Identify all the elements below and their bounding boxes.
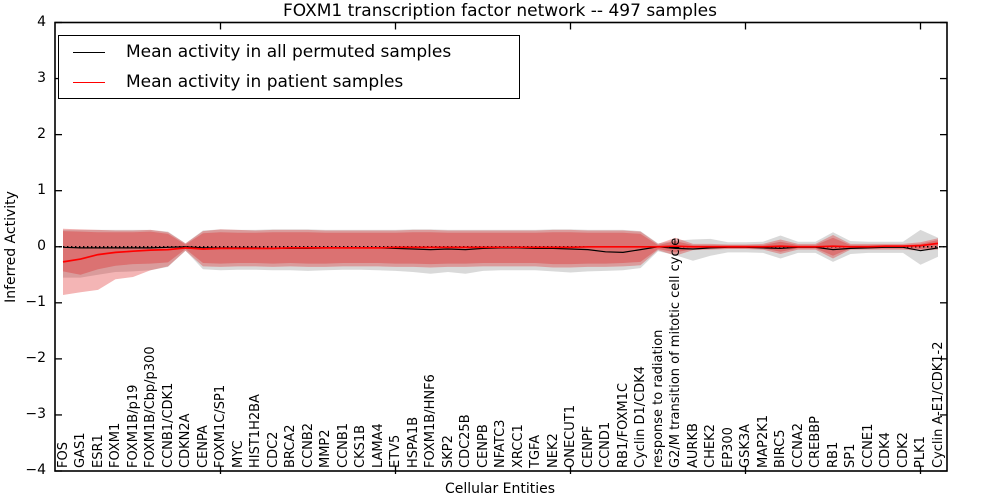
x-tick-label: Cyclin A-E1/CDK1-2 xyxy=(930,341,946,468)
legend-label-patient: Mean activity in patient samples xyxy=(126,72,404,92)
x-tick-label: SKP2 xyxy=(440,435,456,468)
x-tick-label: PLK1 xyxy=(913,436,928,468)
x-tick-label: TGFA xyxy=(528,434,543,468)
x-tick-label: CCNB1/CDK1 xyxy=(160,382,176,468)
x-tick-label: FOXM1B/p19 xyxy=(125,384,141,468)
line-patient-mean xyxy=(62,242,939,263)
x-tick-label: CCNB2 xyxy=(300,422,316,468)
x-tick-label: CENPF xyxy=(580,425,596,468)
y-tick-label: −3 xyxy=(25,405,46,422)
x-tick-label: ESR1 xyxy=(90,434,106,468)
legend-line-sample-red xyxy=(73,81,105,83)
legend-item-permuted: Mean activity in all permuted samples xyxy=(59,37,519,67)
x-tick-label: CCNA2 xyxy=(790,422,806,468)
x-tick-label: CCNB1 xyxy=(335,422,351,468)
x-tick-label: CDKN2A xyxy=(178,413,193,468)
x-tick-label: MMP2 xyxy=(318,429,333,468)
x-tick-label: RB1/FOXM1C xyxy=(615,383,631,468)
x-tick-label: EP300 xyxy=(720,427,736,468)
x-tick-label: CDC25B xyxy=(458,414,473,468)
x-tick-label: XRCC1 xyxy=(510,424,526,468)
x-tick-label: CREBBP xyxy=(808,416,823,468)
legend-label-permuted: Mean activity in all permuted samples xyxy=(126,42,452,62)
x-tick-label: HSPA1B xyxy=(405,416,421,468)
y-tick-label: 4 xyxy=(37,13,46,30)
y-tick-label: −4 xyxy=(25,462,46,478)
x-tick-label: CENPA xyxy=(195,425,211,468)
x-tick-label: SP1 xyxy=(843,443,858,468)
x-tick-label: FOXM1 xyxy=(108,422,123,468)
y-tick-label: −2 xyxy=(25,349,46,366)
x-tick-label: BRCA2 xyxy=(283,424,298,468)
x-tick-label: FOXM1B/HNF6 xyxy=(423,374,438,468)
chart-title: FOXM1 transcription factor network -- 49… xyxy=(283,1,717,21)
y-tick-label: 1 xyxy=(37,181,46,198)
y-tick-label: 0 xyxy=(37,237,46,254)
x-tick-label: RB1 xyxy=(825,441,841,468)
x-tick-label: LAMA4 xyxy=(370,423,386,468)
x-tick-label: GAS1 xyxy=(73,432,88,469)
x-tick-label: ONECUT1 xyxy=(563,405,578,468)
x-tick-label: AURKB xyxy=(685,423,701,468)
x-tick-label: CCND1 xyxy=(598,421,613,468)
legend-line-sample-black xyxy=(73,51,105,53)
x-tick-label: CDK2 xyxy=(895,432,911,468)
x-tick-label: Cyclin D1/CDK4 xyxy=(633,365,648,468)
x-tick-label: NEK2 xyxy=(545,433,561,468)
band-patient-samples-range-outer xyxy=(63,228,938,295)
x-tick-label: FOXM1B/Cbp/p300 xyxy=(143,346,158,468)
y-tick-label: −1 xyxy=(25,293,46,310)
x-axis-label: Cellular Entities xyxy=(444,481,556,497)
legend: Mean activity in all permuted samples Me… xyxy=(58,35,520,99)
x-tick-label: MYC xyxy=(230,440,246,468)
x-tick-label: HIST1H2BA xyxy=(248,394,263,468)
x-tick-label: GSK3A xyxy=(738,423,753,468)
x-tick-label: CDC2 xyxy=(265,431,281,468)
x-tick-label: CCNE1 xyxy=(860,423,876,468)
x-tick-label: ETV5 xyxy=(388,434,403,468)
y-tick-label: 2 xyxy=(37,125,46,142)
band-permuted-samples-range xyxy=(63,229,938,278)
y-tick-label: 3 xyxy=(37,69,46,86)
x-tick-label: response to radiation xyxy=(650,329,666,468)
x-tick-label: G2/M transition of mitotic cell cycle xyxy=(668,237,683,468)
x-tick-label: CKS1B xyxy=(353,424,368,468)
legend-item-patient: Mean activity in patient samples xyxy=(59,67,519,97)
x-tick-label: FOXM1C/SP1 xyxy=(213,384,228,468)
x-tick-label: BIRC5 xyxy=(773,429,788,469)
x-tick-label: CDK4 xyxy=(878,432,893,468)
x-tick-label: MAP2K1 xyxy=(755,414,771,468)
x-tick-label: CENPB xyxy=(475,424,491,468)
band-patient-samples-range-inner xyxy=(63,231,938,275)
x-tick-label: NFATC3 xyxy=(493,419,508,468)
x-tick-label: FOS xyxy=(55,442,71,468)
x-tick-label: CHEK2 xyxy=(703,424,718,468)
